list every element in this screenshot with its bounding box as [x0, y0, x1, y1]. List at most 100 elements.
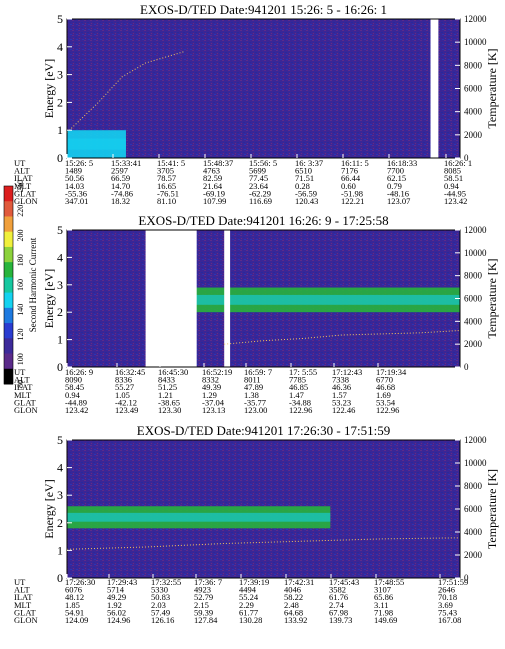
- spectrogram-panel-2: EXOS-D/TED Date:941201 16:26: 9 - 17:25:…: [14, 213, 499, 415]
- orbit-value: 71.98: [374, 607, 393, 617]
- y2-tick-label: 10000: [464, 458, 487, 468]
- orbit-value: 1.69: [376, 390, 391, 400]
- y2-tick-label: 2000: [464, 339, 483, 349]
- colorbar: 80 100 120 140 160 180 200 220 240 Second Harmoni…: [3, 180, 38, 388]
- y-tick-label: 3: [57, 488, 63, 502]
- colorbar-tick-label: 160: [16, 279, 25, 291]
- y2-tick-label: 0: [464, 362, 469, 372]
- orbit-value: 16:59: 7: [244, 367, 272, 377]
- panel-title: EXOS-D/TED Date:941201 17:26:30 - 17:51:…: [137, 423, 390, 438]
- y-tick-label: 0: [57, 571, 63, 585]
- orbit-value: 66.44: [341, 173, 361, 183]
- orbit-row-label: UT: [14, 577, 26, 587]
- orbit-value: 3.69: [438, 600, 453, 610]
- orbit-value: 46.85: [289, 382, 308, 392]
- y2-tick-label: 4000: [464, 107, 483, 117]
- orbit-value: 123.30: [158, 405, 181, 415]
- orbit-row-label: GLAT: [14, 188, 37, 198]
- orbit-row-label: GLAT: [14, 607, 37, 617]
- y2-tick-label: 4000: [464, 527, 483, 537]
- orbit-row-label: ALT: [14, 375, 31, 385]
- orbit-value: 1.21: [158, 390, 173, 400]
- intensity-band-core: [67, 512, 331, 522]
- y-tick-label: 5: [57, 433, 63, 447]
- orbit-value: 15:48:37: [203, 158, 233, 168]
- orbit-value: 122.46: [332, 405, 355, 415]
- orbit-value: 1.47: [289, 390, 304, 400]
- orbit-value: 17:26:30: [65, 577, 95, 587]
- orbit-value: 59.39: [194, 607, 213, 617]
- intensity-band-core: [161, 294, 460, 305]
- y2-tick-label: 0: [464, 573, 469, 583]
- orbit-value: 81.10: [157, 196, 176, 206]
- y2-tick-label: 8000: [464, 271, 483, 281]
- orbit-value: 58.45: [65, 382, 84, 392]
- orbit-value: 58.51: [444, 173, 463, 183]
- orbit-value: 8090: [65, 375, 82, 385]
- temperature-trace: [66, 50, 186, 133]
- orbit-value: -42.12: [115, 397, 137, 407]
- orbit-value: 8336: [115, 375, 132, 385]
- orbit-value: 17: 5:55: [289, 367, 317, 377]
- orbit-value: 16:45:30: [158, 367, 188, 377]
- orbit-value: 82.59: [203, 173, 222, 183]
- orbit-value: 61.77: [239, 607, 258, 617]
- colorbar-segment: [4, 216, 13, 233]
- temperature-trace: [66, 537, 461, 550]
- orbit-row-label: ILAT: [14, 592, 33, 602]
- orbit-value: 4763: [203, 166, 220, 176]
- orbit-value: 123.00: [244, 405, 267, 415]
- orbit-row-label: GLON: [14, 615, 38, 625]
- orbit-value: 2597: [111, 166, 128, 176]
- orbit-value: 0.28: [295, 181, 310, 191]
- orbit-value: 6770: [376, 375, 393, 385]
- orbit-value: 124.09: [65, 615, 88, 625]
- orbit-value: 65.86: [374, 592, 393, 602]
- y2-axis-label: Temperature [K]: [485, 48, 499, 128]
- orbit-row-label: ALT: [14, 166, 31, 176]
- orbit-value: 16:26: 1: [444, 158, 472, 168]
- orbit-value: 3705: [157, 166, 174, 176]
- orbit-value: -35.77: [244, 397, 266, 407]
- y-tick-label: 3: [57, 278, 63, 292]
- orbit-value: 66.59: [111, 173, 130, 183]
- colorbar-tick-label: 100: [16, 353, 25, 365]
- orbit-value: 67.98: [329, 607, 348, 617]
- y2-tick-label: 2000: [464, 550, 483, 560]
- orbit-value: 7176: [341, 166, 358, 176]
- orbit-value: 17:12:43: [332, 367, 362, 377]
- orbit-value: 50.83: [151, 592, 170, 602]
- orbit-value: 17:42:31: [284, 577, 314, 587]
- orbit-value: 127.84: [194, 615, 218, 625]
- orbit-value: -48.16: [387, 188, 409, 198]
- orbit-value: 7700: [387, 166, 404, 176]
- orbit-value: 8011: [244, 375, 261, 385]
- orbit-value: -76.51: [157, 188, 179, 198]
- orbit-value: 0.94: [65, 390, 81, 400]
- orbit-value: 123.07: [387, 196, 410, 206]
- orbit-value: 130.28: [239, 615, 262, 625]
- plot-area: [67, 19, 460, 158]
- orbit-value: 16:26: 9: [65, 367, 93, 377]
- orbit-value: 124.96: [107, 615, 130, 625]
- orbit-value: 5699: [249, 166, 266, 176]
- orbit-value: 15:26: 5: [65, 158, 93, 168]
- colorbar-segment: [4, 277, 13, 294]
- orbit-value: 14.70: [111, 181, 130, 191]
- orbit-value: 23.64: [249, 181, 269, 191]
- orbit-row-label: GLON: [14, 196, 38, 206]
- orbit-value: 61.76: [329, 592, 348, 602]
- orbit-value: 16:11: 5: [341, 158, 369, 168]
- colorbar-segment: [4, 368, 13, 385]
- y2-axis-label: Temperature [K]: [485, 258, 499, 338]
- orbit-value: 52.79: [194, 592, 213, 602]
- orbit-value: 17:36: 7: [194, 577, 222, 587]
- data-gap: [430, 19, 439, 158]
- orbit-value: 57.49: [151, 607, 170, 617]
- colorbar-segment: [4, 246, 13, 263]
- colorbar-tick-label: 180: [16, 254, 25, 266]
- orbit-value: -74.86: [111, 188, 133, 198]
